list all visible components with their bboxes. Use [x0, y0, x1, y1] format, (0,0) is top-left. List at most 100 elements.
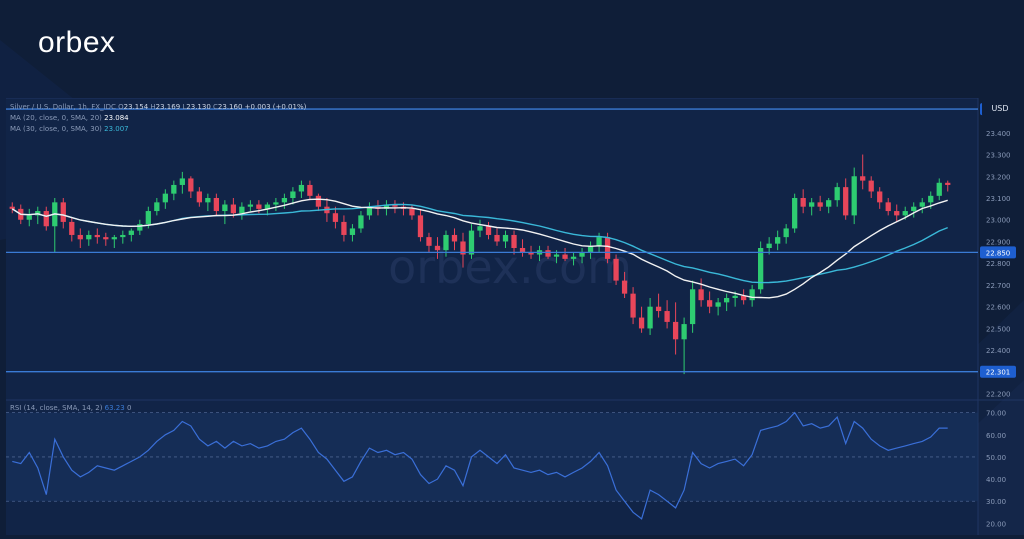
level-badge	[980, 246, 1016, 259]
candle-body	[689, 289, 696, 325]
candle-body	[86, 234, 92, 240]
rsi-value: 63.23	[104, 404, 125, 412]
candle-body	[426, 237, 432, 246]
candle-body	[315, 195, 322, 207]
candle-body	[494, 234, 500, 242]
candle-body	[103, 237, 109, 240]
candle-body	[94, 234, 100, 238]
legend-o-label: O	[118, 103, 124, 111]
candle-body	[434, 245, 441, 251]
candle-body	[188, 178, 194, 192]
candle-body	[775, 237, 781, 244]
candle-body	[43, 211, 49, 227]
candle-body	[655, 306, 662, 312]
price-tick-label: 22.800	[986, 260, 1011, 268]
candle-body	[885, 202, 891, 212]
candle-body	[358, 215, 364, 229]
candle-body	[741, 295, 747, 301]
candle-body	[332, 213, 339, 222]
candle-body	[945, 182, 951, 185]
candle-body	[511, 234, 517, 248]
chart-area[interactable]: orbex.com 23.400 23.300 23.200 23.100 23.000…	[0, 97, 1024, 535]
candle-body	[877, 191, 883, 203]
candle-body	[281, 198, 288, 203]
candle-body	[545, 250, 551, 257]
rsi-tick-label: 50.00	[986, 454, 1006, 462]
price-tick-label: 22.900	[986, 238, 1011, 246]
candle-body	[596, 237, 602, 246]
candle-body	[860, 176, 866, 181]
candle-body	[307, 184, 313, 196]
legend-c-label: C	[213, 103, 218, 111]
candle-body	[477, 226, 483, 231]
legend-low: 23.130	[186, 103, 211, 111]
candle-body	[749, 289, 755, 301]
candle-body	[468, 230, 475, 255]
candle-body	[817, 202, 823, 207]
candle-body	[154, 202, 160, 212]
candle-body	[911, 206, 917, 212]
price-tick-label: 23.300	[986, 152, 1011, 160]
legend-open: 23.154	[123, 103, 149, 111]
price-tick-label: 23.400	[986, 130, 1011, 138]
candle-body	[843, 187, 849, 216]
price-tick-label: 23.100	[986, 195, 1011, 203]
candles	[9, 154, 951, 375]
candle-body	[205, 198, 211, 203]
candle-body	[681, 324, 687, 340]
legend-high: 23.169	[155, 103, 181, 111]
trading-chart[interactable]: orbex.com 23.400 23.300 23.200 23.100 23.000…	[0, 97, 1024, 535]
candle-body	[868, 180, 874, 192]
candle-body	[698, 289, 704, 301]
candle-body	[179, 178, 185, 185]
price-tick-label: 22.400	[986, 347, 1011, 355]
candle-body	[502, 234, 509, 242]
candle-body	[715, 302, 721, 307]
candle-body	[196, 191, 202, 203]
price-tick-label: 23.000	[986, 217, 1011, 225]
candle-body	[213, 198, 219, 212]
price-tick-label: 23.200	[986, 173, 1011, 181]
candle-body	[264, 204, 271, 209]
candle-body	[834, 187, 840, 201]
candle-body	[562, 254, 568, 259]
candle-body	[894, 211, 900, 216]
ma30-value: 23.007	[104, 125, 129, 133]
candle-body	[239, 206, 245, 214]
rsi-tick-label: 30.00	[986, 498, 1006, 506]
rsi-band: 70.00 60.00 50.00 40.00 30.00 20.00	[6, 410, 1006, 528]
candle-body	[604, 237, 611, 259]
candle-body	[809, 202, 815, 207]
candle-body	[137, 224, 143, 231]
candle-body	[451, 234, 458, 242]
candle-body	[341, 221, 347, 235]
candle-body	[383, 204, 390, 209]
candle-body	[851, 176, 857, 216]
ma30-label: MA (30, close, 0, SMA, 30)	[10, 125, 102, 133]
candle-body	[69, 221, 75, 235]
level-label: 22.301	[986, 369, 1011, 377]
candle-body	[783, 228, 789, 238]
candle-body	[579, 252, 585, 257]
candle-body	[162, 193, 168, 203]
candle-body	[792, 198, 798, 229]
rsi-tick-label: 70.00	[986, 410, 1006, 418]
moving-averages	[11, 198, 948, 299]
legend-change: +0.003 (+0.01%)	[244, 103, 307, 111]
legend-ohlc: Silver / U.S. Dollar, 1h, FX_IDC O23.154…	[10, 103, 306, 111]
legend-h-label: H	[150, 103, 156, 111]
ma20-label: MA (20, close, 0, SMA, 20)	[10, 114, 102, 122]
candle-body	[298, 184, 305, 192]
candle-body	[706, 300, 713, 307]
ma20-line	[11, 198, 948, 299]
price-tick-label: 22.500	[986, 325, 1011, 333]
candle-body	[723, 298, 730, 303]
candle-body	[128, 230, 134, 235]
rsi-indicator	[12, 411, 948, 520]
candle-body	[928, 195, 934, 203]
candle-body	[290, 191, 296, 198]
candle-body	[171, 184, 177, 194]
candle-body	[613, 258, 619, 281]
candle-body	[145, 211, 151, 225]
rsi-tick-label: 60.00	[986, 432, 1006, 440]
